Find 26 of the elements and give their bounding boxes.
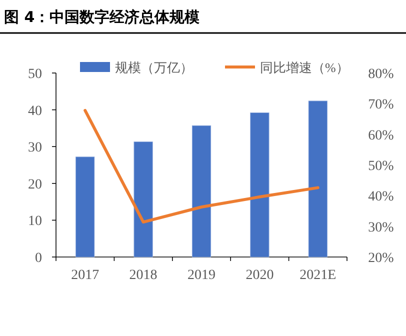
y2-tick-label: 80%	[368, 67, 394, 82]
y2-tick-label: 50%	[368, 159, 394, 174]
bar	[134, 142, 153, 258]
x-tick-label: 2017	[71, 268, 100, 283]
y-tick-label: 20	[28, 177, 42, 192]
bar	[76, 156, 95, 258]
bar	[250, 112, 270, 258]
y2-tick-label: 60%	[368, 128, 394, 144]
y-tick-label: 0	[35, 251, 42, 266]
y-tick-label: 30	[28, 140, 42, 156]
y2-tick-label: 70%	[368, 98, 394, 113]
x-tick-label: 2019	[188, 268, 216, 283]
bar	[192, 125, 212, 258]
y-tick-label: 10	[28, 214, 42, 230]
title: 图 4：中国数字经济总体规模	[4, 8, 200, 26]
bar	[308, 100, 328, 258]
x-tick-label: 2021E	[300, 268, 336, 283]
y2-tick-label: 40%	[368, 190, 394, 205]
legend-label: 规模（万亿）	[115, 60, 193, 75]
y2-tick-label: 20%	[368, 251, 394, 266]
y-tick-label: 40	[28, 104, 42, 119]
x-tick-label: 2020	[246, 268, 274, 283]
legend-label: 同比增速（%）	[260, 60, 349, 75]
y2-tick-label: 30%	[368, 220, 394, 236]
x-tick-label: 2018	[129, 268, 158, 283]
y-tick-label: 50	[28, 67, 42, 82]
